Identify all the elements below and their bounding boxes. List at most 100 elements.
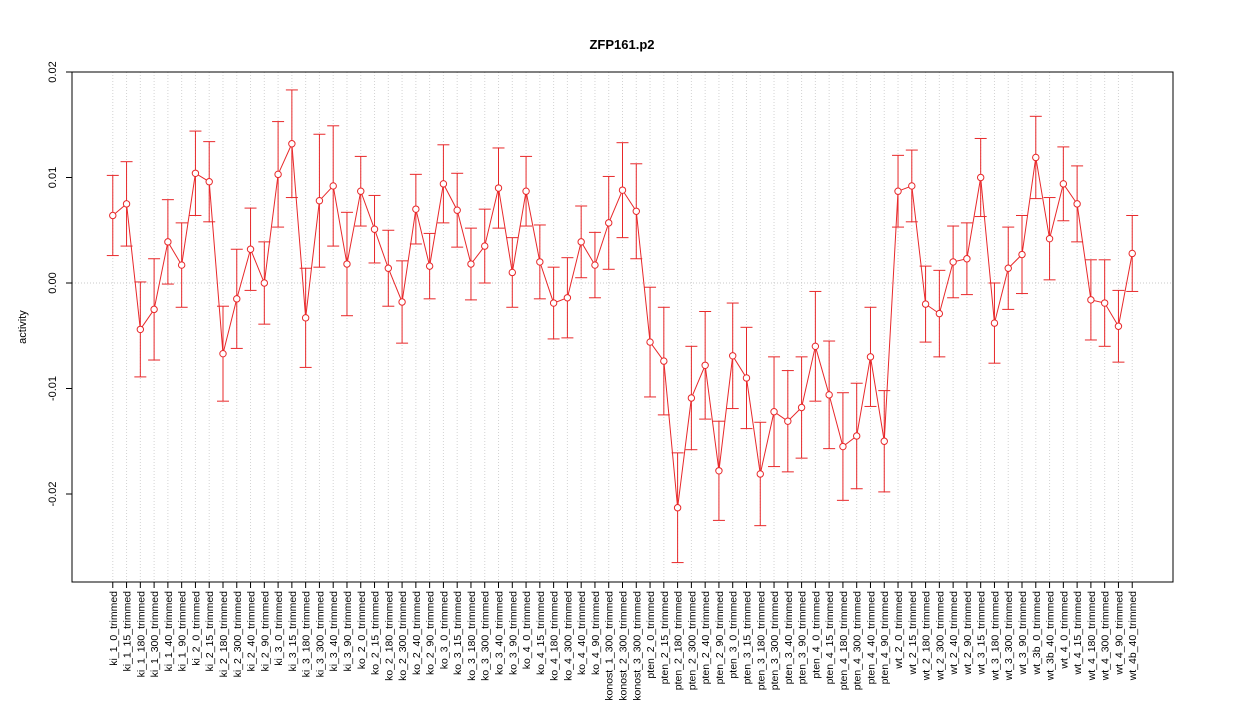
x-tick-label: ko_2_90_trimmed — [425, 591, 437, 675]
x-tick-label: pten_3_15_trimmed — [741, 591, 753, 685]
x-tick-label: konost_2_300_trimmed — [618, 591, 630, 701]
data-point — [852, 432, 861, 440]
data-point — [784, 417, 792, 425]
data-point — [1087, 296, 1095, 304]
x-tick-label: pten_2_0_trimmed — [645, 591, 657, 679]
data-point — [233, 295, 241, 303]
y-tick-label: -0.02 — [47, 481, 59, 506]
data-point — [150, 305, 158, 314]
data-point — [894, 187, 902, 195]
x-tick-label: ko_3_0_trimmed — [438, 591, 450, 669]
data-point — [549, 299, 558, 307]
data-point — [508, 268, 516, 277]
x-tick-label: ko_4_180_trimmed — [549, 591, 561, 681]
x-tick-label: wt_4_15_trimmed — [1072, 591, 1084, 676]
data-point — [1100, 299, 1109, 307]
x-tick-label: ki_1_15_trimmed — [122, 591, 134, 672]
x-tick-label: wt_4b_40_trimmed — [1127, 591, 1139, 681]
data-point — [164, 238, 172, 246]
x-tick-label: wt_2_0_trimmed — [893, 591, 905, 670]
data-point — [412, 205, 420, 213]
x-tick-label: ko_4_300_trimmed — [562, 591, 574, 681]
data-point — [646, 338, 654, 346]
x-tick-label: ko_4_15_trimmed — [535, 591, 547, 675]
x-tick-label: ko_3_15_trimmed — [452, 591, 464, 675]
x-tick-label: wt_2_15_trimmed — [907, 591, 919, 676]
x-tick-label: wt_2_180_trimmed — [921, 591, 933, 681]
data-point — [1073, 200, 1081, 208]
x-tick-label: ko_3_40_trimmed — [494, 591, 506, 675]
data-point — [908, 182, 916, 190]
x-tick-label: ki_2_300_trimmed — [232, 591, 244, 678]
data-point — [797, 403, 806, 412]
data-point — [729, 352, 737, 360]
data-point — [715, 467, 723, 475]
data-point — [660, 357, 668, 365]
x-tick-label: pten_3_300_trimmed — [769, 591, 781, 690]
data-point — [880, 437, 888, 445]
x-tick-label: ki_2_40_trimmed — [246, 591, 258, 672]
x-tick-label: wt_2_300_trimmed — [934, 591, 946, 681]
data-point — [1032, 153, 1040, 162]
data-point — [384, 264, 393, 272]
x-tick-label: pten_4_180_trimmed — [838, 591, 850, 690]
data-point — [770, 408, 778, 416]
data-point — [742, 374, 751, 382]
data-point — [246, 245, 255, 253]
data-point — [605, 219, 613, 227]
data-point — [522, 187, 530, 195]
x-tick-label: pten_3_40_trimmed — [783, 591, 795, 685]
data-point — [673, 504, 682, 512]
x-tick-label: wt_3b_40_trimmed — [1045, 591, 1057, 681]
x-tick-label: pten_3_180_trimmed — [755, 591, 767, 690]
data-point — [288, 140, 296, 148]
x-tick-label: ki_2_0_trimmed — [190, 591, 202, 666]
x-tick-label: pten_2_300_trimmed — [686, 591, 698, 690]
x-tick-label: pten_3_90_trimmed — [797, 591, 809, 685]
x-tick-label: pten_2_40_trimmed — [700, 591, 712, 685]
data-point — [136, 325, 145, 334]
data-point — [563, 294, 572, 302]
data-point — [453, 206, 461, 214]
x-tick-label: ko_3_180_trimmed — [466, 591, 478, 681]
data-point — [839, 442, 847, 451]
x-tick-label: ki_3_15_trimmed — [287, 591, 299, 672]
x-tick-label: ki_3_0_trimmed — [273, 591, 285, 666]
x-tick-label: ko_2_15_trimmed — [370, 591, 382, 675]
x-tick-label: wt_4_0_trimmed — [1058, 591, 1070, 670]
data-point — [618, 186, 627, 194]
x-tick-label: ki_2_180_trimmed — [218, 591, 230, 678]
data-point — [591, 261, 599, 269]
x-tick-label: ki_3_90_trimmed — [342, 591, 354, 672]
data-point — [1114, 322, 1123, 330]
x-tick-label: ko_2_0_trimmed — [356, 591, 368, 669]
data-point — [329, 182, 337, 190]
data-point — [577, 238, 585, 246]
data-point — [701, 361, 709, 369]
x-tick-label: pten_4_15_trimmed — [824, 591, 836, 685]
data-point — [1018, 250, 1026, 259]
y-tick-label: 0.02 — [47, 61, 59, 82]
data-point — [274, 170, 282, 179]
data-point — [122, 200, 131, 208]
x-tick-label: wt_3_180_trimmed — [989, 591, 1001, 681]
x-tick-label: ki_2_90_trimmed — [259, 591, 271, 672]
data-point — [177, 261, 186, 269]
data-point — [425, 262, 434, 270]
x-tick-label: ki_3_40_trimmed — [328, 591, 340, 672]
data-point — [494, 184, 503, 192]
data-point — [990, 319, 999, 327]
data-point — [536, 258, 544, 266]
data-point — [825, 391, 833, 399]
data-point — [866, 353, 875, 361]
x-tick-label: ki_3_180_trimmed — [301, 591, 313, 678]
data-point — [1004, 264, 1012, 272]
x-tick-label: wt_3_90_trimmed — [1017, 591, 1029, 676]
x-tick-label: ki_1_300_trimmed — [149, 591, 161, 678]
data-point — [260, 279, 269, 287]
data-point — [439, 180, 448, 188]
x-tick-label: wt_2_40_trimmed — [948, 591, 960, 676]
x-tick-label: pten_4_300_trimmed — [852, 591, 864, 690]
data-point — [687, 394, 696, 402]
